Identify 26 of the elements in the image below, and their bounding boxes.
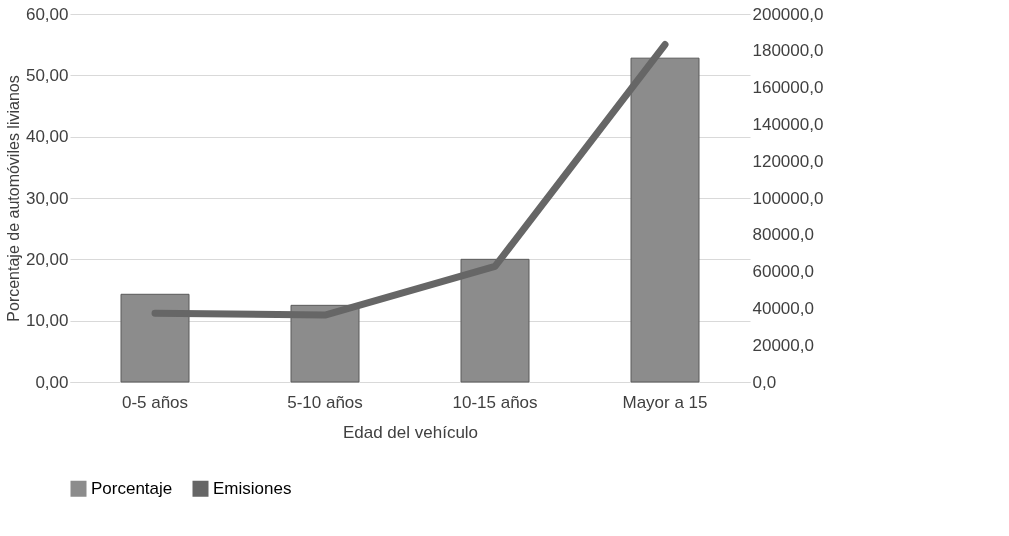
y-tick-label: 50,00 xyxy=(25,65,69,85)
y-tick-label: 40,00 xyxy=(25,127,69,147)
y-tick-label: 30,00 xyxy=(25,188,69,208)
y2-tick-label: 60000,0 xyxy=(752,262,814,282)
x-axis-title: Edad del vehículo xyxy=(342,422,479,442)
x-tick-label: Mayor a 15 xyxy=(622,392,708,412)
y2-tick-label: 40000,0 xyxy=(752,298,814,318)
y2-tick-label: 20000,0 xyxy=(752,335,814,355)
x-tick-label: 10-15 años xyxy=(452,392,538,412)
y-tick-label: 0,00 xyxy=(35,372,69,392)
legend-label: Porcentaje xyxy=(91,478,173,498)
y2-tick-label: 200000,0 xyxy=(752,4,824,24)
y2-tick-label: 180000,0 xyxy=(752,41,824,61)
y2-tick-label: 80000,0 xyxy=(752,225,814,245)
y2-tick-label: 160000,0 xyxy=(752,78,824,98)
y2-tick-label: 100000,0 xyxy=(752,188,824,208)
x-tick-label: 0-5 años xyxy=(121,392,189,412)
y2-tick-label: 0,0 xyxy=(752,372,777,392)
y-tick-label: 20,00 xyxy=(25,249,69,269)
y-tick-label: 60,00 xyxy=(25,4,69,24)
y2-tick-label: 120000,0 xyxy=(752,151,824,171)
y-tick-label: 10,00 xyxy=(25,311,69,331)
legend-label: Emisiones xyxy=(213,478,292,498)
x-tick-label: 5-10 años xyxy=(287,392,363,412)
y-axis-title: Porcentaje de automóviles livianos xyxy=(4,75,22,322)
y2-tick-label: 140000,0 xyxy=(752,114,824,134)
